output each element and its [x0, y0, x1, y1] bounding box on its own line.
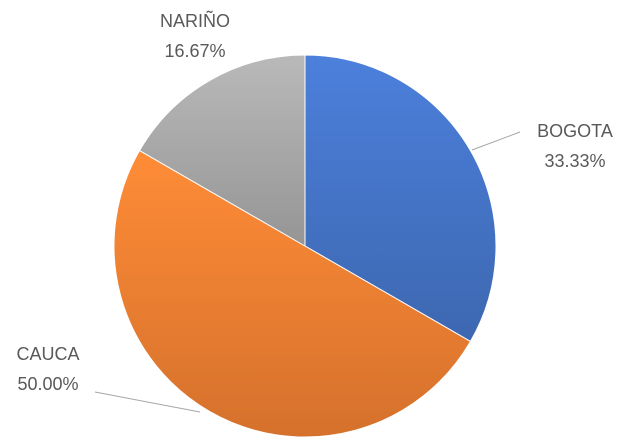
category-label: NARIÑO: [160, 10, 230, 31]
category-label: CAUCA: [16, 344, 79, 364]
value-label: 33.33%: [544, 151, 605, 171]
value-label: 16.67%: [164, 41, 225, 61]
category-label: BOGOTA: [537, 121, 613, 141]
pie-slice: [304, 54, 497, 343]
leader-line: [471, 131, 521, 151]
pie-slice: [113, 149, 472, 438]
leader-line: [94, 391, 201, 413]
value-label: 50.00%: [17, 374, 78, 394]
pie-slice: [138, 54, 306, 247]
